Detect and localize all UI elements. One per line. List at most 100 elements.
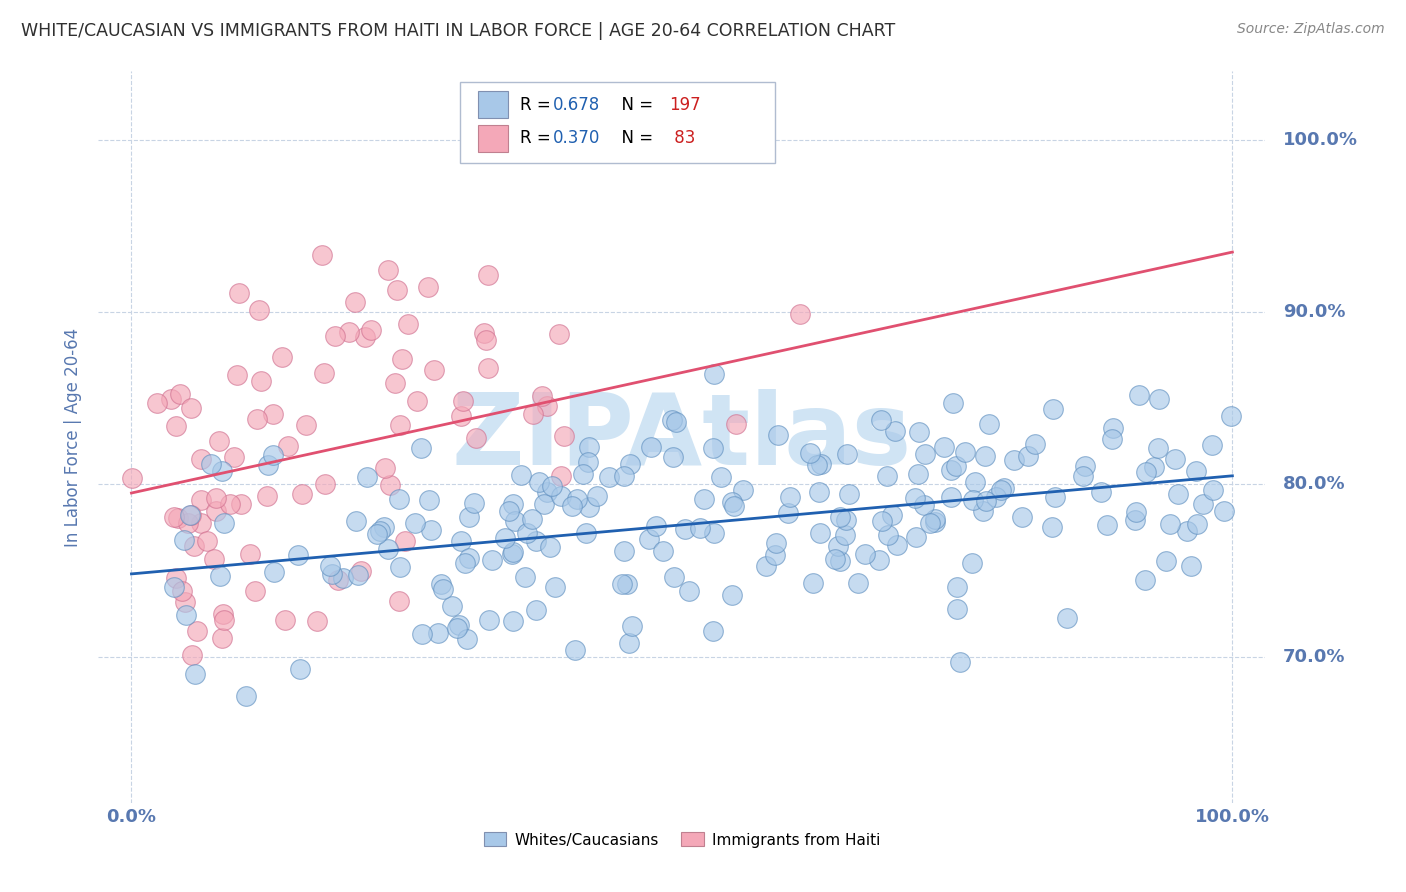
Point — [409, 442, 432, 456]
Point — [527, 475, 550, 489]
Point — [703, 367, 725, 381]
Point — [456, 632, 478, 646]
Point — [377, 263, 399, 277]
Point — [195, 534, 218, 549]
Point — [827, 540, 849, 554]
Point — [295, 418, 318, 433]
Point — [1135, 465, 1157, 479]
Point — [246, 412, 269, 426]
Point — [1185, 517, 1208, 532]
Point — [949, 655, 972, 669]
Point — [662, 450, 685, 465]
Point — [212, 613, 235, 627]
Point — [167, 510, 190, 524]
Point — [173, 533, 195, 547]
Text: R =: R = — [520, 129, 555, 147]
Text: 100.0%: 100.0% — [1282, 131, 1358, 149]
Point — [451, 394, 474, 409]
Point — [884, 424, 907, 438]
Point — [835, 447, 858, 461]
Point — [404, 516, 426, 530]
Point — [1042, 401, 1064, 416]
Point — [277, 439, 299, 453]
Point — [644, 518, 666, 533]
Point — [406, 394, 429, 409]
Point — [703, 526, 725, 541]
Point — [270, 350, 292, 364]
Point — [475, 334, 498, 348]
Point — [472, 326, 495, 340]
Text: 0.370: 0.370 — [553, 129, 600, 147]
Point — [180, 401, 202, 416]
Point — [457, 550, 479, 565]
Point — [586, 489, 609, 503]
Point — [337, 325, 360, 339]
Point — [1180, 559, 1202, 574]
Point — [1101, 432, 1123, 446]
Point — [121, 470, 143, 484]
Point — [211, 463, 233, 477]
Text: 80.0%: 80.0% — [1282, 475, 1346, 493]
Point — [723, 500, 745, 514]
Point — [432, 582, 454, 597]
Point — [828, 553, 851, 567]
Point — [305, 614, 328, 628]
Point — [202, 552, 225, 566]
Point — [1201, 438, 1223, 452]
Point — [810, 457, 832, 471]
Point — [174, 595, 197, 609]
Point — [1147, 392, 1170, 406]
Point — [945, 601, 967, 615]
Point — [177, 516, 200, 530]
Point — [640, 440, 662, 454]
Point — [332, 571, 354, 585]
Point — [163, 580, 186, 594]
Point — [190, 516, 212, 531]
Point — [394, 534, 416, 549]
Point — [945, 458, 967, 473]
Point — [1011, 510, 1033, 524]
Point — [724, 417, 747, 432]
Point — [536, 484, 558, 499]
Point — [477, 361, 499, 376]
Point — [184, 666, 207, 681]
Point — [411, 627, 433, 641]
Point — [1095, 517, 1118, 532]
Point — [612, 576, 634, 591]
Point — [160, 392, 183, 406]
Point — [146, 396, 169, 410]
Point — [287, 548, 309, 562]
Point — [256, 458, 278, 472]
FancyBboxPatch shape — [478, 91, 508, 118]
Point — [920, 516, 942, 530]
Legend: Whites/Caucasians, Immigrants from Haiti: Whites/Caucasians, Immigrants from Haiti — [478, 826, 886, 854]
Point — [1160, 517, 1182, 532]
Point — [567, 491, 589, 506]
Point — [942, 396, 965, 410]
Point — [190, 452, 212, 467]
Point — [239, 547, 262, 561]
Point — [1123, 513, 1146, 527]
Point — [495, 531, 517, 545]
Point — [638, 532, 661, 546]
Point — [689, 521, 711, 535]
Point — [1185, 464, 1208, 478]
Point — [222, 450, 245, 464]
Point — [572, 467, 595, 481]
Point — [972, 504, 994, 518]
Point — [1147, 441, 1170, 455]
Point — [314, 476, 336, 491]
Point — [932, 440, 955, 454]
Point — [447, 618, 470, 632]
Point — [262, 448, 284, 462]
Point — [868, 553, 890, 567]
Point — [502, 614, 524, 628]
Point — [235, 689, 257, 703]
Point — [960, 556, 983, 570]
Point — [347, 568, 370, 582]
Point — [344, 295, 367, 310]
FancyBboxPatch shape — [460, 82, 775, 163]
Point — [1191, 498, 1213, 512]
Point — [360, 323, 382, 337]
Point — [538, 541, 561, 555]
